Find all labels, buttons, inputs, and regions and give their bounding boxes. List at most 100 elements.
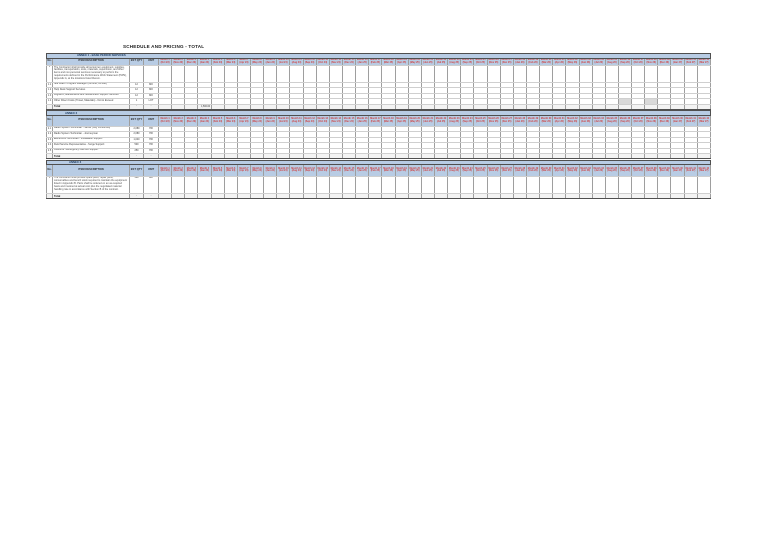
total-period-cell [670, 193, 685, 200]
total-period-cell [591, 103, 606, 110]
total-period-cell [460, 103, 475, 110]
total-period-cell [184, 153, 199, 160]
period-header-cell: Month 34 (Jul 26) [591, 57, 606, 66]
total-period-cell [696, 153, 712, 160]
period-price-cell [631, 175, 646, 195]
period-price-cell [341, 81, 357, 89]
total-period-cell [368, 193, 383, 200]
period-header-cell: Month 42 (Mar 27) [696, 57, 712, 66]
qty-cell: 500 [129, 175, 144, 195]
total-period-cell [223, 193, 238, 200]
total-period-cell [657, 153, 672, 160]
period-header-cell: Month 27 (Dec 25) [499, 114, 514, 127]
period-header-cell: Month 41 (Feb 27) [683, 57, 698, 66]
period-header-cell: Month 19 (Apr 25) [394, 164, 409, 177]
period-price-cell [433, 81, 449, 89]
period-header-cell: Month 8 (May 24) [249, 57, 265, 66]
period-header-cell: Month 16 (Jan 25) [355, 57, 370, 66]
period-header-cell: Month 2 (Nov 23) [171, 164, 186, 177]
period-price-cell [433, 87, 449, 94]
period-price-cell [328, 87, 343, 94]
total-period-cell [302, 153, 317, 160]
period-header-cell: Month 11 (Aug 24) [289, 164, 304, 177]
item-row: 2.2 Radio System Technician - Journeyman 2… [46, 131, 712, 138]
period-header-cell: Month 37 (Oct 26) [631, 57, 646, 66]
period-price-cell [394, 65, 409, 83]
total-period-cell [249, 153, 265, 160]
total-period-cell [525, 193, 541, 200]
total-period-cell [591, 193, 606, 200]
total-period-cell [394, 103, 409, 110]
period-price-cell [341, 175, 357, 195]
period-price-cell [276, 92, 291, 100]
period-header-cell: Month 38 (Nov 26) [644, 57, 659, 66]
period-header-cell: Month 17 (Feb 25) [368, 164, 383, 177]
period-price-cell [223, 175, 238, 195]
period-header-cell: Month 21 (Jun 25) [420, 57, 435, 66]
total-period-cell [407, 153, 422, 160]
period-header-cell: Month 22 (Jul 25) [433, 57, 449, 66]
period-price-cell [184, 175, 199, 195]
period-header-cell: Month 40 (Jan 27) [670, 164, 685, 177]
period-header-cell: Month 11 (Aug 24) [289, 114, 304, 127]
total-period-cell [407, 103, 422, 110]
total-period-cell [157, 103, 173, 110]
pricing-table-1: ANNEX 1 - BASE PERIOD SERVICES No. ITEM DE… [46, 53, 712, 110]
total-period-cell [263, 153, 278, 160]
total-period-cell [315, 193, 330, 200]
total-period-cell [341, 193, 357, 200]
period-price-cell [696, 65, 712, 83]
section-band-label: ANNEX 3 [69, 160, 82, 165]
total-period-cell [604, 103, 619, 110]
period-header-cell: Month 12 (Sep 24) [302, 114, 317, 127]
qty-header: EST QTY [129, 164, 144, 177]
period-header-cell: Month 40 (Jan 27) [670, 114, 685, 127]
period-header-cell: Month 34 (Jul 26) [591, 114, 606, 127]
period-price-cell [184, 65, 199, 83]
total-period-cell [236, 153, 251, 160]
period-header-cell: Month 20 (May 25) [407, 114, 422, 127]
total-period-cell [486, 193, 501, 200]
total-period-cell [381, 153, 396, 160]
period-header-cell: Month 42 (Mar 27) [696, 114, 712, 127]
total-period-cell [578, 193, 593, 200]
total-period-cell [184, 193, 199, 200]
period-price-cell [552, 65, 567, 83]
period-price-cell [512, 175, 527, 195]
period-header-cell: Month 3 (Dec 23) [184, 164, 199, 177]
period-header-cell: Month 23 (Aug 25) [447, 57, 462, 66]
total-row: Total - - [46, 153, 712, 160]
period-header-cell: Month 2 (Nov 23) [171, 114, 186, 127]
total-period-cell [683, 103, 698, 110]
description-header: ITEM DESCRIPTION [52, 57, 130, 66]
period-price-cell [315, 92, 330, 100]
period-header-cell: Month 17 (Feb 25) [368, 57, 383, 66]
period-header-cell: Month 18 (Mar 25) [381, 164, 396, 177]
period-price-cell [473, 175, 488, 195]
total-period-cell [499, 153, 514, 160]
period-header-cell: Month 19 (Apr 25) [394, 114, 409, 127]
period-price-cell [670, 65, 685, 83]
period-header-cell: Month 37 (Oct 26) [631, 114, 646, 127]
total-period-cell [617, 103, 633, 110]
period-header-cell: Month 23 (Aug 25) [447, 164, 462, 177]
total-period-cell [552, 153, 567, 160]
period-price-cell [157, 175, 173, 195]
total-period-cell [210, 153, 225, 160]
total-period-cell [171, 193, 186, 200]
section-band-label: ANNEX 2 [65, 110, 78, 115]
period-price-cell [447, 92, 462, 100]
total-period-cell [184, 103, 199, 110]
period-price-cell [315, 65, 330, 83]
total-period-cell [249, 103, 265, 110]
period-header-cell: Month 26 (Nov 25) [486, 57, 501, 66]
period-price-cell [368, 175, 383, 195]
item-row: 1.1 Site Lead / Program Manager (full tim… [46, 81, 712, 89]
total-period-cell [420, 153, 435, 160]
item-row: 2.1 Radio System Technician - Senior (Key… [46, 125, 712, 133]
period-header-cell: Month 32 (May 26) [565, 164, 580, 177]
total-period-cell [512, 193, 527, 200]
period-price-cell [460, 92, 475, 100]
period-header-cell: Month 40 (Jan 27) [670, 57, 685, 66]
period-header-cell: Month 24 (Sep 25) [460, 57, 475, 66]
